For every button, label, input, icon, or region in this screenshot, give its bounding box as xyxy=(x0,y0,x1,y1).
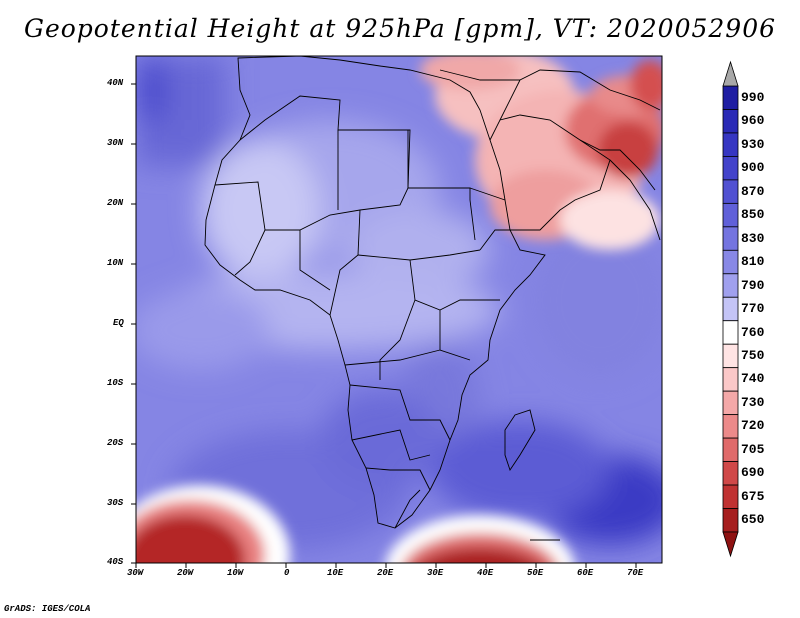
colorbar-box-15 xyxy=(722,437,739,462)
colorbar-label: 810 xyxy=(741,254,765,270)
colorbar-box-0 xyxy=(722,85,739,110)
colorbar-box-1 xyxy=(722,109,739,134)
colorbar-box-11 xyxy=(722,343,739,369)
lat-label-30N: 30N xyxy=(107,138,124,148)
lon-ticks xyxy=(135,563,637,568)
colorbar-label: 705 xyxy=(741,441,765,457)
colorbar-label: 690 xyxy=(741,465,765,481)
colorbar-box-8 xyxy=(722,273,739,298)
colorbar-label: 790 xyxy=(741,277,765,293)
colorbar-box-12 xyxy=(722,367,739,392)
colorbar-box-7 xyxy=(722,249,739,275)
colorbar-box-10 xyxy=(722,320,739,345)
colorbar-label: 740 xyxy=(741,371,765,387)
colorbar-label: 730 xyxy=(741,394,765,410)
colorbar-box-5 xyxy=(722,202,739,228)
colorbar-box-6 xyxy=(722,226,739,251)
colorbar-label: 750 xyxy=(741,347,765,363)
lon-label-20E: 20E xyxy=(377,568,394,578)
lat-label-40S: 40S xyxy=(107,557,124,567)
lon-label-0: 0 xyxy=(284,568,290,578)
colorbar-under-triangle xyxy=(722,531,739,558)
height-field xyxy=(136,56,662,563)
lat-label-EQ: EQ xyxy=(113,318,124,328)
map-title: Geopotential Height at 925hPa [gpm], VT:… xyxy=(23,14,777,43)
lon-label-10E: 10E xyxy=(327,568,344,578)
lon-label-50E: 50E xyxy=(527,568,544,578)
colorbar-over-triangle xyxy=(722,60,739,87)
lat-label-40N: 40N xyxy=(107,78,124,88)
colorbar-box-16 xyxy=(722,461,739,486)
colorbar-label: 960 xyxy=(741,113,765,129)
colorbar-label: 830 xyxy=(741,230,765,246)
colorbar-label: 850 xyxy=(741,207,765,223)
colorbar-box-14 xyxy=(722,414,739,439)
colorbar-label: 720 xyxy=(741,418,765,434)
colorbar-box-13 xyxy=(722,390,739,416)
lon-label-60E: 60E xyxy=(577,568,594,578)
colorbar-box-17 xyxy=(722,484,739,509)
colorbar-box-4 xyxy=(722,179,739,204)
lat-ticks xyxy=(131,83,136,564)
lat-label-10N: 10N xyxy=(107,258,124,268)
lon-label-30W: 30W xyxy=(127,568,144,578)
country-boundaries xyxy=(204,56,661,541)
colorbar-label: 760 xyxy=(741,324,765,340)
colorbar-label: 650 xyxy=(741,512,765,528)
colorbar-label: 900 xyxy=(741,160,765,176)
colorbar-label: 870 xyxy=(741,183,765,199)
colorbar-label: 930 xyxy=(741,136,765,152)
colorbar-boxes xyxy=(722,85,739,533)
colorbar-box-18 xyxy=(722,508,739,533)
credit-text: GrADS: IGES/COLA xyxy=(4,604,91,614)
colorbar-label: 770 xyxy=(741,301,765,316)
lat-label-20N: 20N xyxy=(107,198,124,208)
colorbar-label: 990 xyxy=(741,89,765,105)
lat-label-10S: 10S xyxy=(107,378,124,388)
lat-label-30S: 30S xyxy=(107,498,124,508)
colorbar-box-3 xyxy=(722,156,739,181)
colorbar-box-9 xyxy=(722,296,739,322)
lon-label-30E: 30E xyxy=(427,568,444,578)
lat-label-20S: 20S xyxy=(107,438,124,448)
lon-label-70E: 70E xyxy=(627,568,644,578)
lon-label-40E: 40E xyxy=(477,568,494,578)
lon-label-10W: 10W xyxy=(227,568,244,578)
lon-label-20W: 20W xyxy=(177,568,194,578)
colorbar-label: 675 xyxy=(741,488,765,504)
colorbar-box-2 xyxy=(722,132,739,157)
map-frame xyxy=(135,55,663,564)
